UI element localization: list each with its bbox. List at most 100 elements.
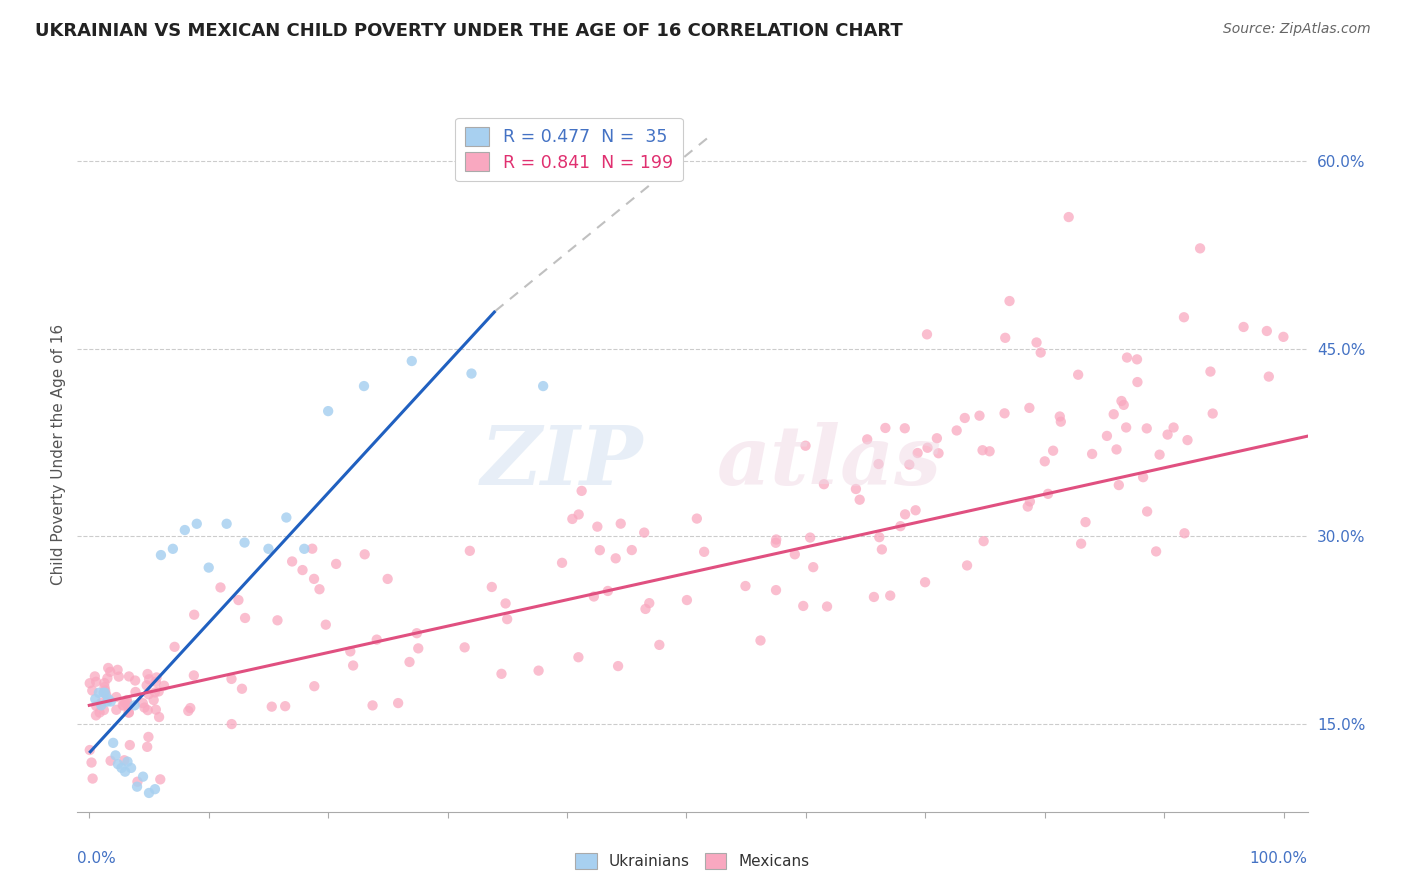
Point [398,655,420,669]
Point [179,701,201,715]
Point [257,541,280,556]
Point [531,379,554,393]
Point [458,544,481,558]
Point [460,367,482,381]
Point [894,421,917,435]
Point [163,640,186,654]
Point [173,523,195,537]
Point [783,547,806,561]
Point [292,541,315,556]
Point [875,421,897,435]
Point [118,706,141,720]
Point [1232,320,1254,334]
Point [112,753,135,767]
Point [112,698,135,713]
Point [953,411,976,425]
Point [582,590,605,604]
Point [80,756,103,770]
Point [308,582,330,597]
Point [143,685,166,699]
Point [1156,427,1178,442]
Point [620,543,643,558]
Point [83,669,105,683]
Point [87,686,110,700]
Point [914,575,936,590]
Point [118,669,141,683]
Point [124,698,146,713]
Point [127,774,149,789]
Point [353,379,375,393]
Point [90,696,112,710]
Point [1111,394,1133,409]
Point [801,560,824,574]
Point [561,512,583,526]
Point [634,602,657,616]
Point [233,535,256,549]
Text: atlas: atlas [717,422,942,502]
Point [1057,210,1080,224]
Point [302,572,325,586]
Point [686,511,709,525]
Point [481,580,503,594]
Point [1115,420,1137,434]
Point [142,693,165,707]
Point [117,755,139,769]
Point [1033,454,1056,468]
Point [89,706,111,720]
Point [96,671,118,685]
Point [693,545,716,559]
Point [815,599,838,614]
Point [177,704,200,718]
Point [132,696,155,710]
Point [228,593,250,607]
Point [401,354,423,368]
Point [325,557,347,571]
Point [97,661,120,675]
Point [1049,415,1071,429]
Point [124,673,146,688]
Point [945,424,967,438]
Point [93,676,115,690]
Point [115,693,138,707]
Point [93,686,115,700]
Point [136,739,159,754]
Point [82,683,104,698]
Point [571,483,593,498]
Point [1116,351,1139,365]
Point [233,611,256,625]
Point [979,444,1001,458]
Text: 0.0%: 0.0% [77,851,117,866]
Point [107,670,129,684]
Point [315,617,337,632]
Point [879,589,901,603]
Point [907,446,929,460]
Point [848,492,870,507]
Point [904,503,927,517]
Point [586,519,609,533]
Point [870,542,893,557]
Y-axis label: Child Poverty Under the Age of 16: Child Poverty Under the Age of 16 [51,325,66,585]
Point [765,583,787,598]
Point [1256,324,1278,338]
Point [1144,544,1167,558]
Point [496,612,519,626]
Point [1149,448,1171,462]
Point [115,695,138,709]
Point [82,772,104,786]
Point [1189,241,1212,255]
Point [856,433,879,447]
Point [90,698,112,713]
Point [281,554,304,568]
Point [138,687,160,701]
Point [1070,536,1092,550]
Point [98,665,121,679]
Point [143,782,166,797]
Point [231,681,253,696]
Point [117,699,139,714]
Point [648,638,671,652]
Point [1136,421,1159,435]
Point [138,673,160,687]
Point [1163,420,1185,434]
Point [107,757,129,772]
Point [132,770,155,784]
